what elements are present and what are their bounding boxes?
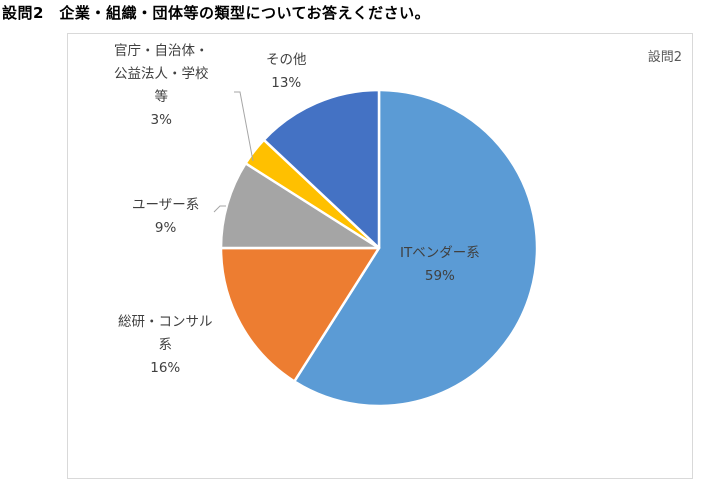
slice-label-text: ITベンダー系 (400, 245, 480, 261)
slice-label-user: ユーザー系 9% (132, 194, 199, 240)
slice-label-text: ユーザー系 (132, 197, 200, 213)
slice-label-text: 等 (154, 89, 169, 105)
slice-label-text: その他 (266, 52, 307, 68)
slice-value-text: 3% (150, 112, 172, 128)
slice-value-text: 16% (150, 360, 181, 376)
slice-value-text: 13% (271, 75, 302, 91)
slice-label-text: 総研・コンサル (118, 314, 213, 330)
slice-value-text: 59% (424, 268, 455, 284)
slice-label-text: 系 (158, 337, 173, 353)
slice-label-consulting: 総研・コンサル 系 16% (118, 311, 213, 380)
slice-other (262, 88, 381, 250)
slice-user (219, 162, 381, 250)
slice-value-text: 9% (154, 220, 177, 236)
slice-label-government: 官庁・自治体・ 公益法人・学校 等 3% (114, 40, 209, 132)
chart-area: 設問2 ITベンダー系 59% 総研・コンサル 系 16% ユーザー系 9% 官… (67, 33, 693, 479)
chart-title: 設問2 (647, 50, 682, 65)
slice-label-other: その他 13% (266, 49, 307, 95)
leader-line-user (213, 205, 226, 213)
question-title: 設問2 企業・組織・団体等の類型についてお答えください。 (2, 4, 431, 22)
slice-label-it-vendor: ITベンダー系 59% (400, 242, 480, 288)
slice-consulting (219, 246, 381, 383)
slice-it-vendor (293, 88, 539, 408)
pie-chart (213, 88, 539, 408)
leader-line-government (234, 91, 254, 162)
slice-label-text: 官庁・自治体・ (114, 43, 209, 59)
slice-label-text: 公益法人・学校 (114, 66, 209, 82)
